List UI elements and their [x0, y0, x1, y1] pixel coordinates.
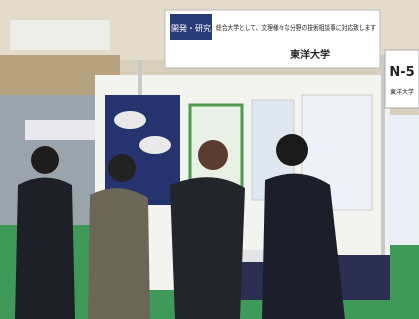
banner-message: 総合大学として、文理様々な分野の技術相談事に対応致します	[216, 23, 376, 32]
window	[10, 20, 110, 50]
poster-image	[139, 136, 171, 154]
booth-number: N-5	[389, 65, 414, 80]
poster	[387, 115, 419, 245]
poster-image	[114, 111, 146, 129]
banner-category: 開発・研究	[171, 23, 211, 33]
booth-university: 東洋大学	[390, 88, 414, 96]
photo: 開発・研究 総合大学として、文理様々な分野の技術相談事に対応致します 東洋大学 …	[0, 0, 419, 319]
distant-sign	[25, 120, 95, 140]
banner-university: 東洋大学	[290, 48, 330, 61]
